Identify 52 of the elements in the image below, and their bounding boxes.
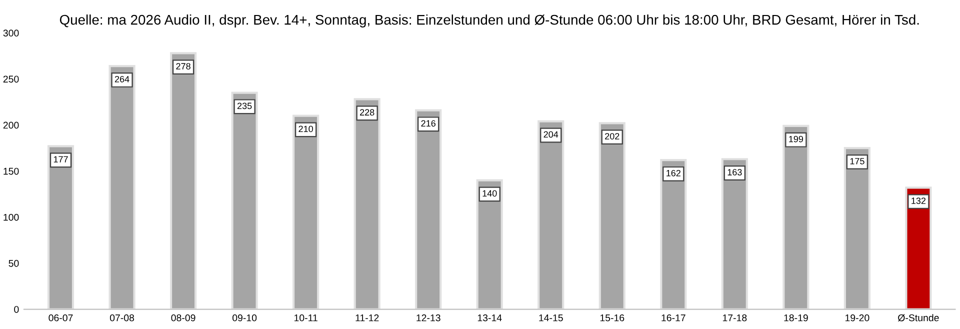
bar	[170, 52, 197, 310]
x-tick-label: 18-19	[784, 314, 808, 322]
y-tick-label: 0	[14, 306, 19, 313]
bar	[538, 120, 564, 310]
bar	[231, 92, 258, 310]
data-label: 132	[912, 198, 926, 204]
data-label: 199	[789, 136, 804, 142]
bar	[598, 122, 626, 310]
y-tick-label: 300	[3, 30, 19, 37]
data-label: 140	[482, 190, 497, 197]
x-tick-label: 08-09	[171, 314, 196, 322]
bar	[354, 98, 380, 310]
x-tick-label: 11-12	[356, 314, 379, 322]
y-tick-label: 200	[3, 122, 19, 129]
bar	[660, 158, 687, 310]
data-label: 210	[298, 126, 313, 132]
bar	[905, 186, 932, 310]
x-tick-label: 19-20	[845, 314, 870, 322]
bar	[721, 158, 748, 310]
data-label: 163	[728, 169, 742, 176]
x-tick-label: 09-10	[232, 314, 257, 322]
data-label: 216	[421, 120, 436, 127]
bar	[292, 114, 320, 310]
x-tick-label: 14-15	[539, 314, 563, 322]
bar	[844, 147, 870, 310]
x-tick-label: 12-13	[416, 314, 440, 322]
y-tick-label: 50	[8, 260, 19, 267]
y-tick-label: 150	[4, 168, 19, 175]
x-tick-label: 13-14	[478, 314, 502, 322]
x-tick-label: 07-08	[110, 314, 134, 322]
bar	[782, 124, 810, 310]
data-label: 204	[544, 131, 558, 138]
x-tick-label: 15-16	[600, 314, 624, 322]
data-label: 278	[176, 63, 190, 70]
bar	[47, 145, 74, 310]
x-tick-label: 10-11	[294, 314, 318, 322]
y-tick-label: 250	[3, 76, 19, 83]
data-label: 228	[360, 109, 374, 116]
y-tick-label: 100	[4, 214, 19, 221]
data-label: 162	[666, 170, 680, 176]
bar	[415, 109, 442, 310]
x-tick-label: 16-17	[662, 314, 686, 322]
data-label: 202	[605, 133, 620, 140]
data-label: 235	[237, 102, 252, 110]
x-tick-label: Ø-Stunde	[898, 314, 939, 322]
x-tick-label: 17-18	[722, 314, 747, 322]
data-label: 264	[114, 76, 130, 82]
data-label: 177	[54, 156, 68, 162]
chart-title: Quelle: ma 2026 Audio II, dspr. Bev. 14+, Sonntag, Basis: Einzelstunden und Ø-Stunde 06:00 Uhr bis 18:00 Uhr, BRD Gesamt, Hörer in Tsd.	[60, 14, 919, 28]
data-label: 175	[850, 158, 864, 164]
x-tick-label: 06-07	[48, 314, 73, 322]
bar	[108, 65, 136, 310]
